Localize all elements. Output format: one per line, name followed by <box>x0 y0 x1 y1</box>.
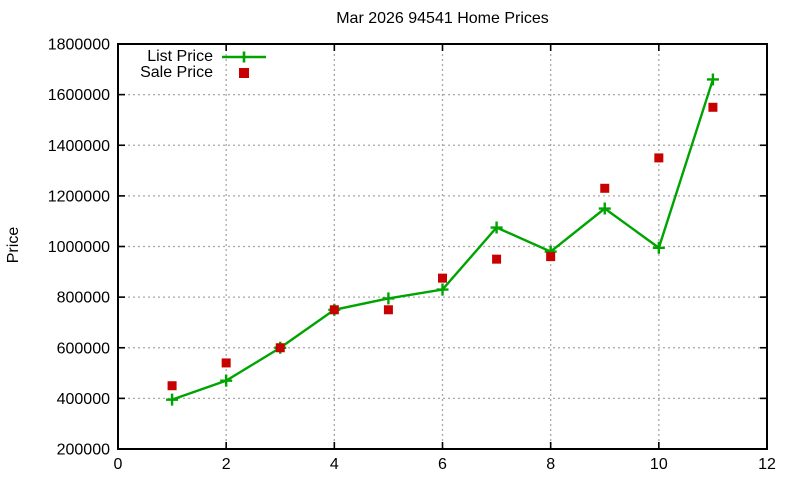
x-tick-label: 8 <box>546 456 555 473</box>
chart-title: Mar 2026 94541 Home Prices <box>336 10 549 27</box>
sale-price-point <box>383 305 393 315</box>
y-tick-label: 800000 <box>57 290 110 307</box>
y-tick-label: 1800000 <box>48 37 110 54</box>
list-price-point <box>220 374 233 387</box>
sale-price-point <box>600 183 610 193</box>
y-tick-label: 1600000 <box>48 87 110 104</box>
sale-price-point <box>492 254 502 264</box>
y-tick-label: 600000 <box>57 340 110 357</box>
sale-price-point <box>221 358 231 368</box>
list-price-point <box>652 241 665 254</box>
sale-price-point <box>167 381 177 391</box>
legend-item-list-price: List Price <box>108 49 267 65</box>
sale-price-point <box>329 305 339 315</box>
sale-price-point <box>654 153 664 163</box>
legend: List Price Sale Price <box>108 49 267 81</box>
y-axis-label: Price <box>5 226 22 264</box>
x-tick-label: 2 <box>222 456 231 473</box>
legend-label-list-price: List Price <box>147 48 213 65</box>
list-price-line-swatch <box>222 51 266 63</box>
sale-price-point <box>438 273 447 283</box>
sale-price-point <box>546 252 556 262</box>
list-price-point <box>436 283 449 296</box>
x-tick-label: 4 <box>330 456 339 473</box>
legend-item-sale-price: Sale Price <box>108 65 267 81</box>
list-price-point <box>706 73 719 86</box>
sale-price-point <box>275 343 285 353</box>
x-tick-label: 6 <box>438 456 447 473</box>
legend-label-sale-price: Sale Price <box>140 64 213 81</box>
list-price-point <box>490 221 503 234</box>
list-price-point <box>382 292 395 305</box>
y-tick-label: 200000 <box>57 442 110 459</box>
sale-price-point <box>708 102 718 112</box>
x-tick-label: 10 <box>650 456 668 473</box>
y-tick-label: 1200000 <box>48 188 110 205</box>
sale-price-square-swatch <box>239 68 249 78</box>
y-tick-label: 1000000 <box>48 239 110 256</box>
x-tick-label: 12 <box>758 456 776 473</box>
x-tick-label: 0 <box>114 456 123 473</box>
y-tick-label: 1400000 <box>48 138 110 155</box>
list-price-point <box>598 202 611 215</box>
list-price-point <box>166 393 179 406</box>
y-tick-label: 400000 <box>57 391 110 408</box>
